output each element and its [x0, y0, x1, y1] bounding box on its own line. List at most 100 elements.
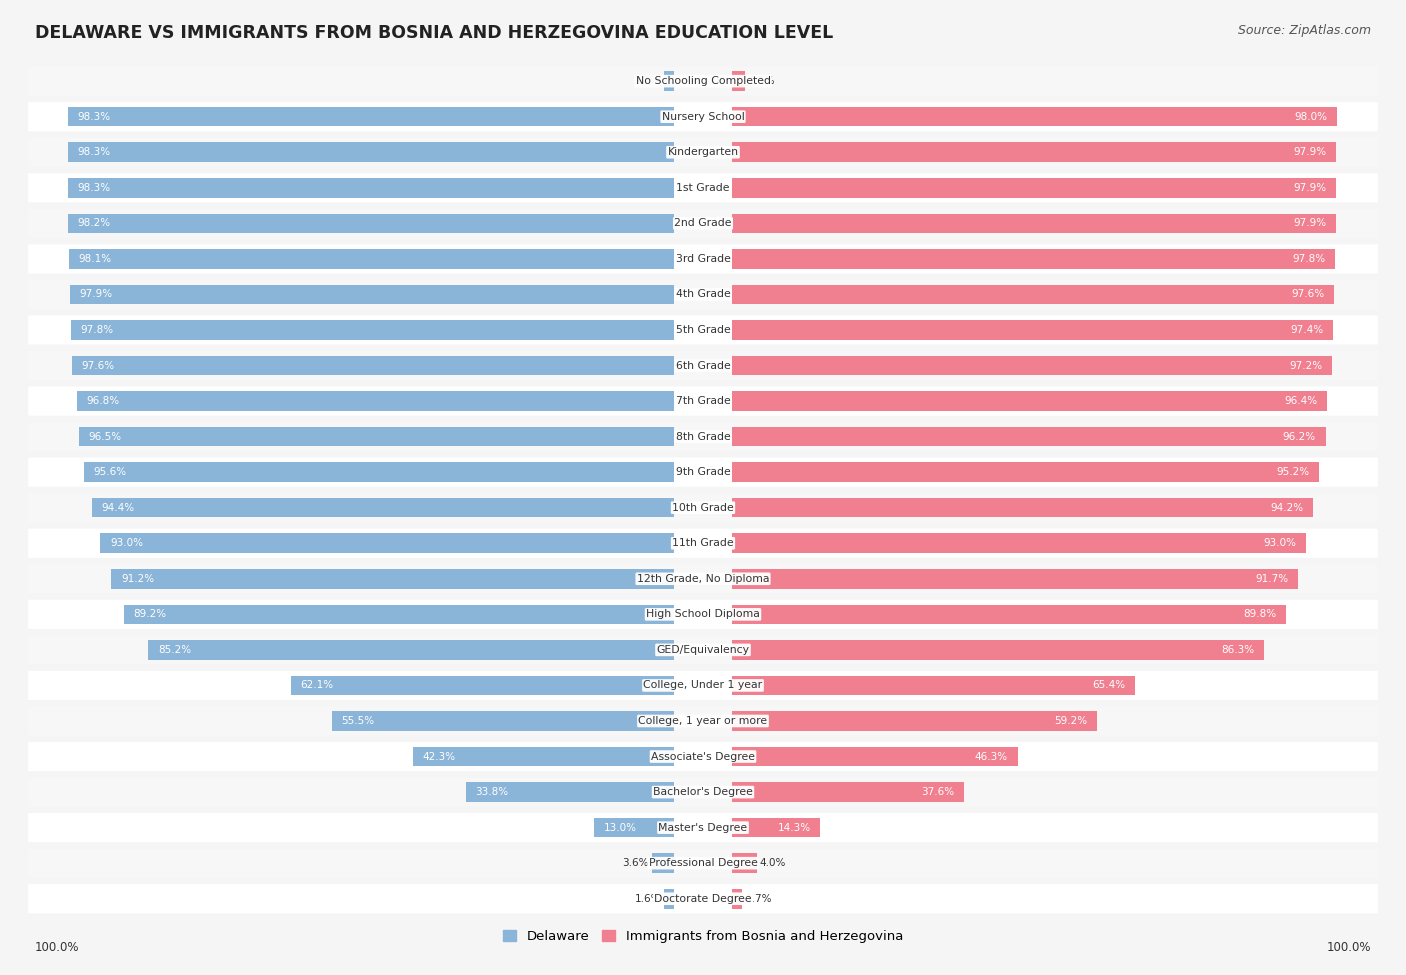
- Text: Professional Degree: Professional Degree: [648, 858, 758, 868]
- Bar: [733, 142, 1336, 162]
- FancyBboxPatch shape: [28, 600, 1378, 629]
- Text: Bachelor's Degree: Bachelor's Degree: [652, 787, 754, 798]
- FancyBboxPatch shape: [28, 245, 1378, 273]
- Text: DELAWARE VS IMMIGRANTS FROM BOSNIA AND HERZEGOVINA EDUCATION LEVEL: DELAWARE VS IMMIGRANTS FROM BOSNIA AND H…: [35, 24, 834, 42]
- Text: 95.6%: 95.6%: [94, 467, 127, 477]
- Text: GED/Equivalency: GED/Equivalency: [657, 644, 749, 655]
- Bar: [733, 427, 1326, 447]
- FancyBboxPatch shape: [28, 848, 1378, 878]
- Text: Kindergarten: Kindergarten: [668, 147, 738, 157]
- Text: High School Diploma: High School Diploma: [647, 609, 759, 619]
- Bar: [733, 391, 1327, 410]
- Text: 97.9%: 97.9%: [1294, 218, 1326, 228]
- Text: 91.7%: 91.7%: [1256, 574, 1288, 584]
- Text: 96.4%: 96.4%: [1284, 396, 1317, 406]
- Text: 1.7%: 1.7%: [634, 76, 661, 86]
- Text: 98.2%: 98.2%: [77, 218, 111, 228]
- FancyBboxPatch shape: [28, 813, 1378, 842]
- Bar: [465, 782, 673, 801]
- FancyBboxPatch shape: [28, 386, 1378, 415]
- Text: 5th Grade: 5th Grade: [676, 325, 730, 335]
- Bar: [149, 641, 673, 660]
- FancyBboxPatch shape: [28, 102, 1378, 132]
- Text: 98.3%: 98.3%: [77, 182, 110, 193]
- Text: 94.2%: 94.2%: [1271, 503, 1303, 513]
- FancyBboxPatch shape: [28, 777, 1378, 806]
- Text: 6th Grade: 6th Grade: [676, 361, 730, 370]
- Text: 65.4%: 65.4%: [1092, 681, 1126, 690]
- Text: 42.3%: 42.3%: [423, 752, 456, 761]
- FancyBboxPatch shape: [28, 351, 1378, 380]
- Text: 93.0%: 93.0%: [110, 538, 143, 548]
- Bar: [77, 391, 673, 410]
- Bar: [652, 853, 673, 873]
- Text: 96.2%: 96.2%: [1282, 432, 1316, 442]
- Bar: [733, 604, 1286, 624]
- Bar: [67, 214, 673, 233]
- FancyBboxPatch shape: [28, 422, 1378, 451]
- Text: 14.3%: 14.3%: [778, 823, 810, 833]
- Bar: [124, 604, 673, 624]
- Bar: [291, 676, 673, 695]
- Bar: [664, 889, 673, 909]
- Text: 97.9%: 97.9%: [1294, 182, 1326, 193]
- Bar: [733, 178, 1336, 198]
- Bar: [733, 462, 1319, 482]
- Text: 86.3%: 86.3%: [1222, 644, 1254, 655]
- Text: 95.2%: 95.2%: [1277, 467, 1310, 477]
- Text: 46.3%: 46.3%: [974, 752, 1008, 761]
- Bar: [67, 178, 673, 198]
- Text: 4th Grade: 4th Grade: [676, 290, 730, 299]
- FancyBboxPatch shape: [28, 671, 1378, 700]
- Text: 96.8%: 96.8%: [86, 396, 120, 406]
- FancyBboxPatch shape: [28, 209, 1378, 238]
- Bar: [593, 818, 673, 838]
- Text: Source: ZipAtlas.com: Source: ZipAtlas.com: [1237, 24, 1371, 37]
- Text: 7th Grade: 7th Grade: [676, 396, 730, 406]
- Bar: [79, 427, 673, 447]
- FancyBboxPatch shape: [28, 174, 1378, 203]
- Text: 98.0%: 98.0%: [1294, 112, 1327, 122]
- Text: 97.2%: 97.2%: [1289, 361, 1322, 370]
- Text: College, Under 1 year: College, Under 1 year: [644, 681, 762, 690]
- Bar: [733, 889, 742, 909]
- Text: 10th Grade: 10th Grade: [672, 503, 734, 513]
- Bar: [332, 711, 673, 731]
- Text: 4.0%: 4.0%: [759, 858, 786, 868]
- Text: 97.9%: 97.9%: [1294, 147, 1326, 157]
- Text: Nursery School: Nursery School: [662, 112, 744, 122]
- Bar: [733, 853, 756, 873]
- FancyBboxPatch shape: [28, 707, 1378, 735]
- Text: 97.6%: 97.6%: [1291, 290, 1324, 299]
- Bar: [733, 356, 1331, 375]
- Text: 59.2%: 59.2%: [1054, 716, 1088, 726]
- Text: 37.6%: 37.6%: [921, 787, 955, 798]
- Bar: [733, 71, 745, 91]
- Text: 97.8%: 97.8%: [80, 325, 114, 335]
- Text: 2.1%: 2.1%: [748, 76, 775, 86]
- Text: 1st Grade: 1st Grade: [676, 182, 730, 193]
- Text: 97.6%: 97.6%: [82, 361, 115, 370]
- Bar: [733, 747, 1018, 766]
- Text: 1.6%: 1.6%: [634, 894, 661, 904]
- Text: 8th Grade: 8th Grade: [676, 432, 730, 442]
- Text: 3rd Grade: 3rd Grade: [675, 254, 731, 264]
- Bar: [733, 818, 820, 838]
- Text: 100.0%: 100.0%: [35, 941, 80, 954]
- Text: 97.8%: 97.8%: [1292, 254, 1326, 264]
- Bar: [733, 107, 1337, 127]
- Text: 9th Grade: 9th Grade: [676, 467, 730, 477]
- Text: 33.8%: 33.8%: [475, 787, 509, 798]
- Text: 98.3%: 98.3%: [77, 112, 110, 122]
- Bar: [664, 71, 673, 91]
- Bar: [100, 533, 673, 553]
- Bar: [733, 249, 1336, 269]
- Bar: [733, 533, 1306, 553]
- FancyBboxPatch shape: [28, 528, 1378, 558]
- Text: 89.8%: 89.8%: [1243, 609, 1277, 619]
- FancyBboxPatch shape: [28, 280, 1378, 309]
- FancyBboxPatch shape: [28, 457, 1378, 487]
- Text: 2nd Grade: 2nd Grade: [675, 218, 731, 228]
- Text: 11th Grade: 11th Grade: [672, 538, 734, 548]
- Text: 62.1%: 62.1%: [301, 681, 333, 690]
